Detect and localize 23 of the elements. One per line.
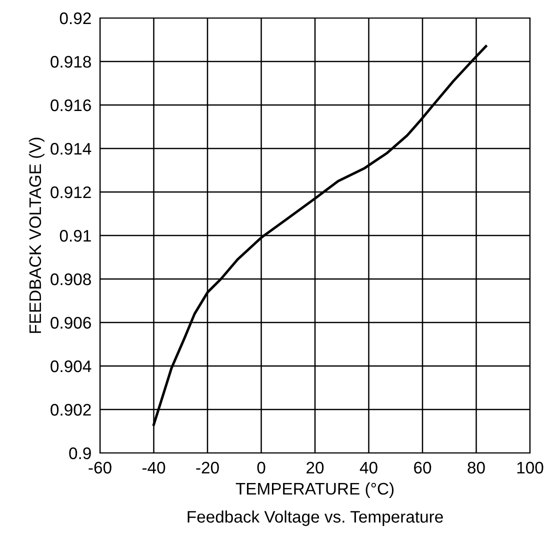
x-tick-label: 20: [306, 462, 324, 474]
y-tick-label: 0.9: [69, 447, 91, 460]
y-tick-label: 0.918: [50, 56, 91, 68]
y-tick-label: 0.91: [60, 230, 91, 242]
x-tick-label: -60: [88, 462, 112, 474]
y-tick-label: 0.916: [50, 99, 91, 112]
y-tick-label: 0.906: [50, 316, 91, 329]
text: Feedback Voltage vs. Temperature: [188, 510, 443, 526]
y-tick-label: 0.908: [50, 273, 91, 286]
x-tick-label: 80: [468, 462, 485, 474]
y-axis-title: FEEDBACK VOLTAGE (V): [28, 138, 44, 333]
x-tick-label: -20: [196, 462, 219, 474]
x-tick-label: 40: [360, 462, 378, 474]
y-tick-label: 0.904: [50, 360, 92, 372]
y-tick-label: 0.902: [50, 404, 91, 416]
y-tick-label: 0.92: [60, 12, 91, 24]
x-tick-label: 100: [517, 462, 544, 474]
y-tick-label: 0.914: [50, 142, 92, 155]
x-axis-title: TEMPERATURE (°C): [236, 482, 394, 498]
x-tick-label: 0: [257, 462, 266, 474]
x-tick-label: 60: [414, 462, 432, 474]
y-tick-label: 0.912: [50, 186, 91, 198]
x-tick-label: -40: [142, 462, 166, 474]
